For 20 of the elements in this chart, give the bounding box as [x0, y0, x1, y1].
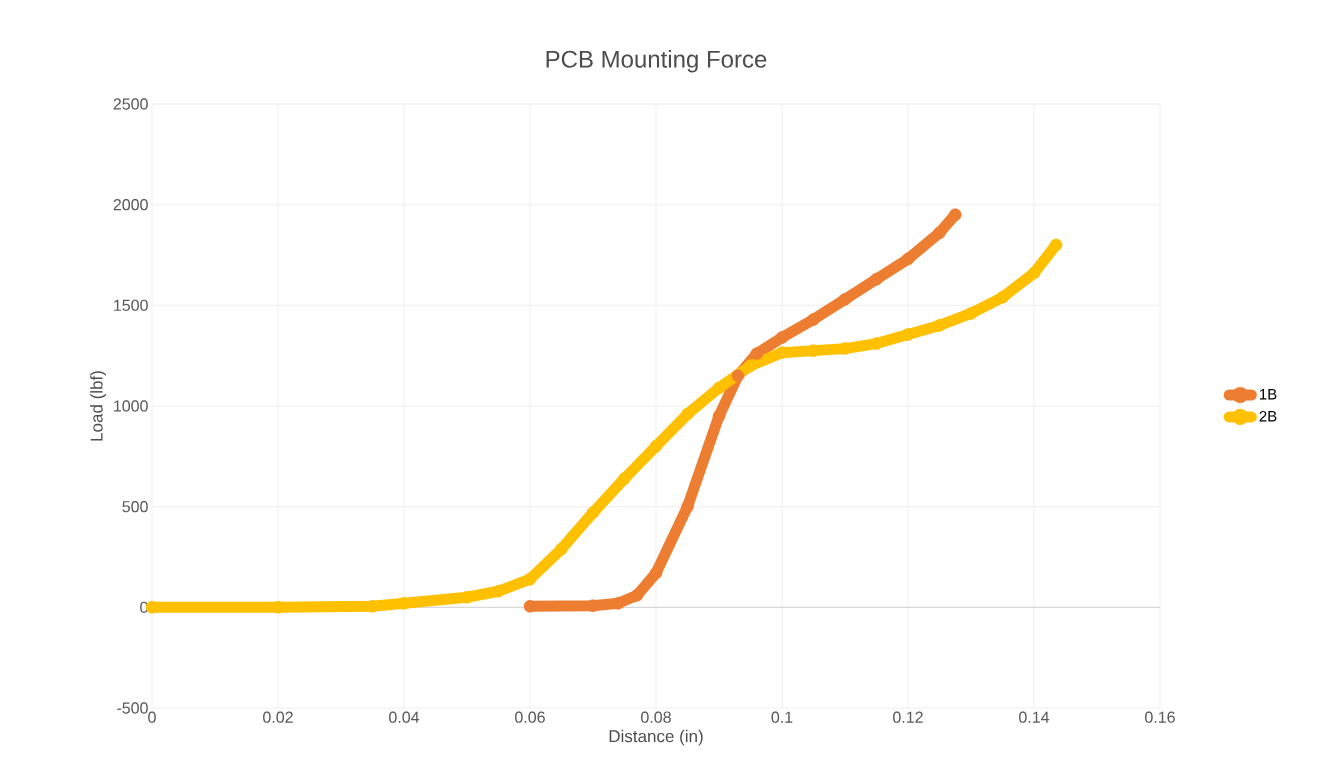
y-tick-label: -500 — [117, 702, 148, 714]
y-axis-title: Load (lbf) — [90, 371, 106, 441]
x-tick-label: 0.06 — [515, 711, 545, 723]
x-tick-label: 0.04 — [389, 711, 420, 723]
x-tick-label: 0.08 — [641, 711, 671, 723]
x-tick-label: 0.02 — [263, 711, 293, 723]
x-tick-label: 0.16 — [1145, 711, 1175, 723]
y-tick-label: 1500 — [114, 299, 148, 311]
legend-label: 2B — [1259, 410, 1277, 422]
y-tick-label: 2500 — [113, 98, 148, 110]
y-tick-label: 1000 — [114, 400, 148, 412]
x-tick-label: 0.1 — [771, 711, 793, 723]
y-tick-label: 500 — [122, 501, 148, 513]
x-tick-label: 0.12 — [893, 711, 923, 723]
x-tick-label: 0.14 — [1019, 711, 1050, 723]
x-tick-label: 0 — [148, 711, 156, 723]
y-tick-label: 2000 — [113, 199, 148, 211]
x-axis-title: Distance (in) — [609, 729, 703, 746]
legend-label: 1B — [1260, 389, 1277, 400]
chart-title: PCB Mounting Force — [546, 50, 767, 73]
